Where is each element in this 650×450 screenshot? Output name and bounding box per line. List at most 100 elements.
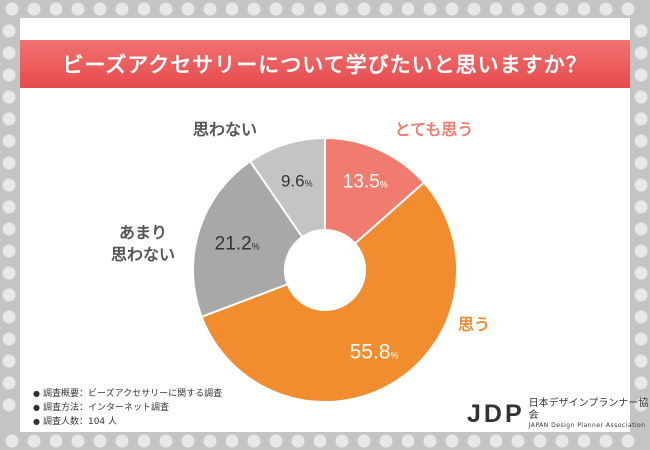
border-dot bbox=[225, 434, 239, 448]
title-banner: ビーズアクセサリーについて学びたいと思いますか？ bbox=[20, 40, 630, 88]
border-dot bbox=[634, 354, 648, 368]
border-dot bbox=[634, 376, 648, 390]
border-dot bbox=[137, 434, 151, 448]
border-dot bbox=[335, 2, 349, 16]
border-dot bbox=[2, 90, 16, 104]
percent-unit: % bbox=[391, 350, 399, 360]
logo-text: 日本デザインプランナー協会 JAPAN Design Planner Assoc… bbox=[529, 398, 650, 430]
border-dot bbox=[467, 2, 481, 16]
border-dot bbox=[2, 398, 16, 412]
border-dot bbox=[203, 2, 217, 16]
border-dot bbox=[599, 2, 613, 16]
percent-unit: % bbox=[380, 180, 388, 190]
border-dot bbox=[634, 310, 648, 324]
border-dot bbox=[621, 434, 635, 448]
border-dot bbox=[2, 46, 16, 60]
border-dot bbox=[634, 156, 648, 170]
border-dot bbox=[467, 434, 481, 448]
border-dot bbox=[634, 68, 648, 82]
border-dot bbox=[555, 434, 569, 448]
slice-amari-omowanai bbox=[192, 159, 304, 319]
border-dot bbox=[203, 434, 217, 448]
border-dot bbox=[247, 434, 261, 448]
border-dot bbox=[357, 434, 371, 448]
border-dot bbox=[634, 222, 648, 236]
border-dot bbox=[634, 134, 648, 148]
border-dot bbox=[577, 434, 591, 448]
border-dot bbox=[247, 2, 261, 16]
border-dot bbox=[2, 112, 16, 126]
logo-english: JAPAN Design Planner Association bbox=[528, 422, 646, 429]
value-label: 55.8% bbox=[350, 340, 399, 363]
border-dot bbox=[27, 2, 41, 16]
border-dot bbox=[634, 46, 648, 60]
border-dot bbox=[533, 2, 547, 16]
border-dot bbox=[634, 332, 648, 346]
category-label: 思わない bbox=[111, 245, 175, 264]
border-dot bbox=[49, 2, 63, 16]
border-dot bbox=[181, 434, 195, 448]
border-dot bbox=[445, 434, 459, 448]
border-dot bbox=[511, 2, 525, 16]
value-label: 21.2% bbox=[215, 234, 260, 255]
border-dot bbox=[137, 2, 151, 16]
border-dot bbox=[423, 434, 437, 448]
logo-mark: JDP bbox=[467, 399, 525, 428]
border-dot bbox=[2, 288, 16, 302]
slice-omou bbox=[200, 181, 458, 403]
category-label: 思わない bbox=[193, 120, 257, 139]
border-dot bbox=[599, 434, 613, 448]
category-label: 思う bbox=[458, 315, 490, 334]
border-dot bbox=[2, 134, 16, 148]
border-dot bbox=[2, 332, 16, 346]
border-dot bbox=[159, 434, 173, 448]
border-dot bbox=[2, 266, 16, 280]
border-dot bbox=[379, 2, 393, 16]
border-dot bbox=[423, 2, 437, 16]
border-dot bbox=[489, 434, 503, 448]
border-dot bbox=[2, 178, 16, 192]
border-dot bbox=[269, 434, 283, 448]
jdp-logo: JDP 日本デザインプランナー協会 JAPAN Design Planner A… bbox=[467, 398, 650, 430]
border-dot bbox=[621, 2, 635, 16]
border-dot bbox=[357, 2, 371, 16]
border-dot bbox=[2, 200, 16, 214]
border-dot bbox=[159, 2, 173, 16]
border-dot bbox=[2, 376, 16, 390]
border-dot bbox=[2, 354, 16, 368]
border-dot bbox=[634, 178, 648, 192]
border-dot bbox=[71, 2, 85, 16]
border-dot bbox=[93, 434, 107, 448]
chart-title: ビーズアクセサリーについて学びたいと思いますか？ bbox=[62, 53, 588, 77]
border-dot bbox=[49, 434, 63, 448]
border-dot bbox=[5, 434, 19, 448]
border-dot bbox=[71, 434, 85, 448]
border-dot bbox=[2, 24, 16, 38]
border-dot bbox=[115, 2, 129, 16]
border-dot bbox=[2, 68, 16, 82]
category-label: あまり bbox=[119, 223, 167, 242]
slice-omowanai bbox=[248, 136, 326, 239]
border-dot bbox=[634, 266, 648, 280]
border-dot bbox=[225, 2, 239, 16]
border-dot bbox=[5, 2, 19, 16]
border-dot bbox=[555, 2, 569, 16]
border-dot bbox=[634, 24, 648, 38]
border-dot bbox=[634, 288, 648, 302]
border-dot bbox=[2, 244, 16, 258]
border-dot bbox=[634, 398, 648, 412]
border-dot bbox=[511, 434, 525, 448]
survey-notes: 調査概要：ビーズアクセサリーに関する調査 調査方法：インターネット調査 調査人数… bbox=[33, 387, 222, 429]
border-dot bbox=[379, 434, 393, 448]
border-dot bbox=[313, 434, 327, 448]
note-method: 調査方法：インターネット調査 bbox=[33, 401, 222, 415]
border-dot bbox=[533, 434, 547, 448]
note-count: 調査人数：104 人 bbox=[33, 415, 222, 429]
border-dot bbox=[335, 434, 349, 448]
border-dot bbox=[291, 434, 305, 448]
slice-totemo-omou bbox=[324, 136, 426, 245]
border-dot bbox=[2, 222, 16, 236]
value-label: 13.5% bbox=[343, 172, 388, 193]
